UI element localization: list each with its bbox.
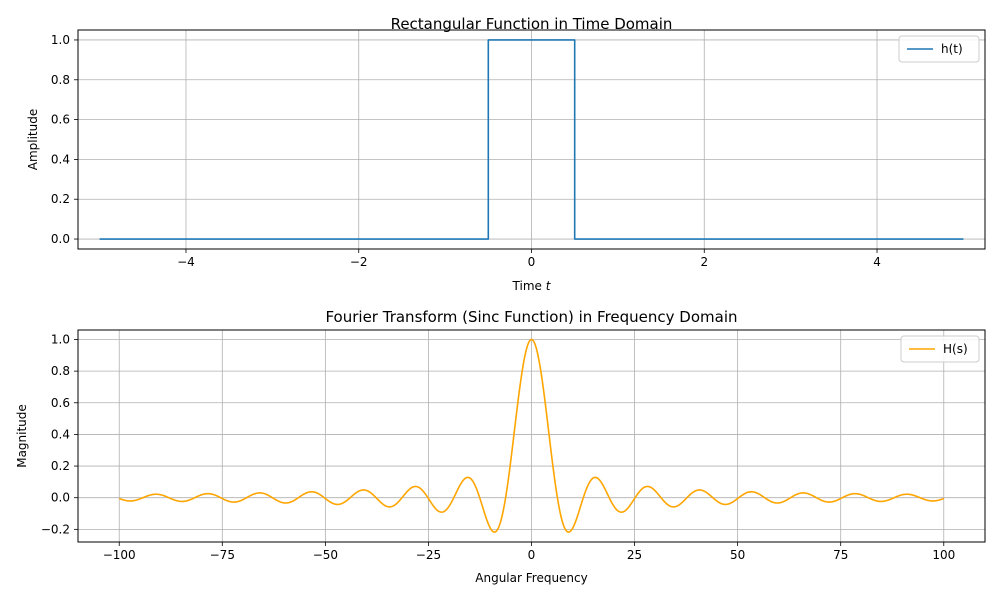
frequency-domain-axes: −100 −75 −50 −25 0 25 50 75 100 −0.2 0.0 0.2 0.4 0.6 0… — [15, 308, 986, 585]
time-domain-xtick-label: −4 — [177, 255, 195, 269]
time-domain-legend-label: h(t) — [941, 42, 963, 56]
frequency-domain-legend-label: H(s) — [943, 342, 968, 356]
time-domain-ytick-label: 0.4 — [51, 152, 70, 166]
frequency-domain-xtick-label: 0 — [528, 548, 536, 562]
time-domain-ytick-label: 1.0 — [51, 33, 70, 47]
time-domain-xlabel-var: t — [546, 279, 552, 293]
frequency-domain-ytick-label: 0.8 — [51, 364, 70, 378]
time-domain-ticks: −4 −2 0 2 4 0.0 0.2 0.4 0.6 0.8 1.0 — [51, 33, 881, 269]
frequency-domain-xtick-label: −50 — [313, 548, 338, 562]
time-domain-xlabel-text: Time — [512, 279, 542, 293]
frequency-domain-ytick-label: 0.0 — [51, 491, 70, 505]
frequency-domain-ytick-label: 0.6 — [51, 396, 70, 410]
time-domain-ylabel: Amplitude — [26, 109, 40, 171]
frequency-domain-legend-box — [900, 335, 980, 363]
frequency-domain-legend: H(s) — [900, 335, 980, 363]
frequency-domain-xtick-label: 25 — [627, 548, 642, 562]
time-domain-series-line-h(t) — [99, 39, 964, 240]
frequency-domain-ticks: −100 −75 −50 −25 0 25 50 75 100 −0.2 0.0 0.2 0.4 0.6 0… — [41, 332, 955, 562]
time-domain-xtick-label: 0 — [528, 255, 536, 269]
frequency-domain-xtick-label: −100 — [103, 548, 136, 562]
time-domain-ytick-label: 0.6 — [51, 113, 70, 127]
frequency-domain-xtick-label: −25 — [416, 548, 441, 562]
frequency-domain-xtick-label: 50 — [730, 548, 745, 562]
time-domain-xlabel: Time t — [512, 279, 552, 293]
frequency-domain-series-line-H(s) — [118, 338, 945, 533]
time-domain-ytick-label: 0.0 — [51, 232, 70, 246]
frequency-domain-series — [118, 338, 945, 533]
frequency-domain-ylabel: Magnitude — [15, 404, 29, 468]
frequency-domain-ytick-label: −0.2 — [41, 522, 70, 536]
time-domain-axes: −4 −2 0 2 4 0.0 0.2 0.4 0.6 0.8 1.0 Rectangular Fu… — [26, 15, 986, 293]
time-domain-title: Rectangular Function in Time Domain — [391, 15, 673, 33]
time-domain-ytick-label: 0.2 — [51, 192, 70, 206]
frequency-domain-ytick-label: 0.4 — [51, 427, 70, 441]
time-domain-xtick-label: −2 — [350, 255, 368, 269]
time-domain-xtick-label: 4 — [873, 255, 881, 269]
time-domain-xtick-label: 2 — [700, 255, 708, 269]
frequency-domain-xlabel: Angular Frequency — [475, 571, 587, 585]
time-domain-ytick-label: 0.8 — [51, 73, 70, 87]
frequency-domain-title: Fourier Transform (Sinc Function) in Fre… — [325, 308, 737, 326]
frequency-domain-ytick-label: 0.2 — [51, 459, 70, 473]
frequency-domain-ytick-label: 1.0 — [51, 332, 70, 346]
frequency-domain-grid — [78, 330, 985, 542]
time-domain-legend: h(t) — [898, 35, 980, 63]
frequency-domain-xtick-label: 75 — [833, 548, 848, 562]
time-domain-series — [99, 39, 964, 240]
frequency-domain-xtick-label: 100 — [932, 548, 955, 562]
time-domain-legend-box — [898, 35, 980, 63]
frequency-domain-xtick-label: −75 — [210, 548, 235, 562]
